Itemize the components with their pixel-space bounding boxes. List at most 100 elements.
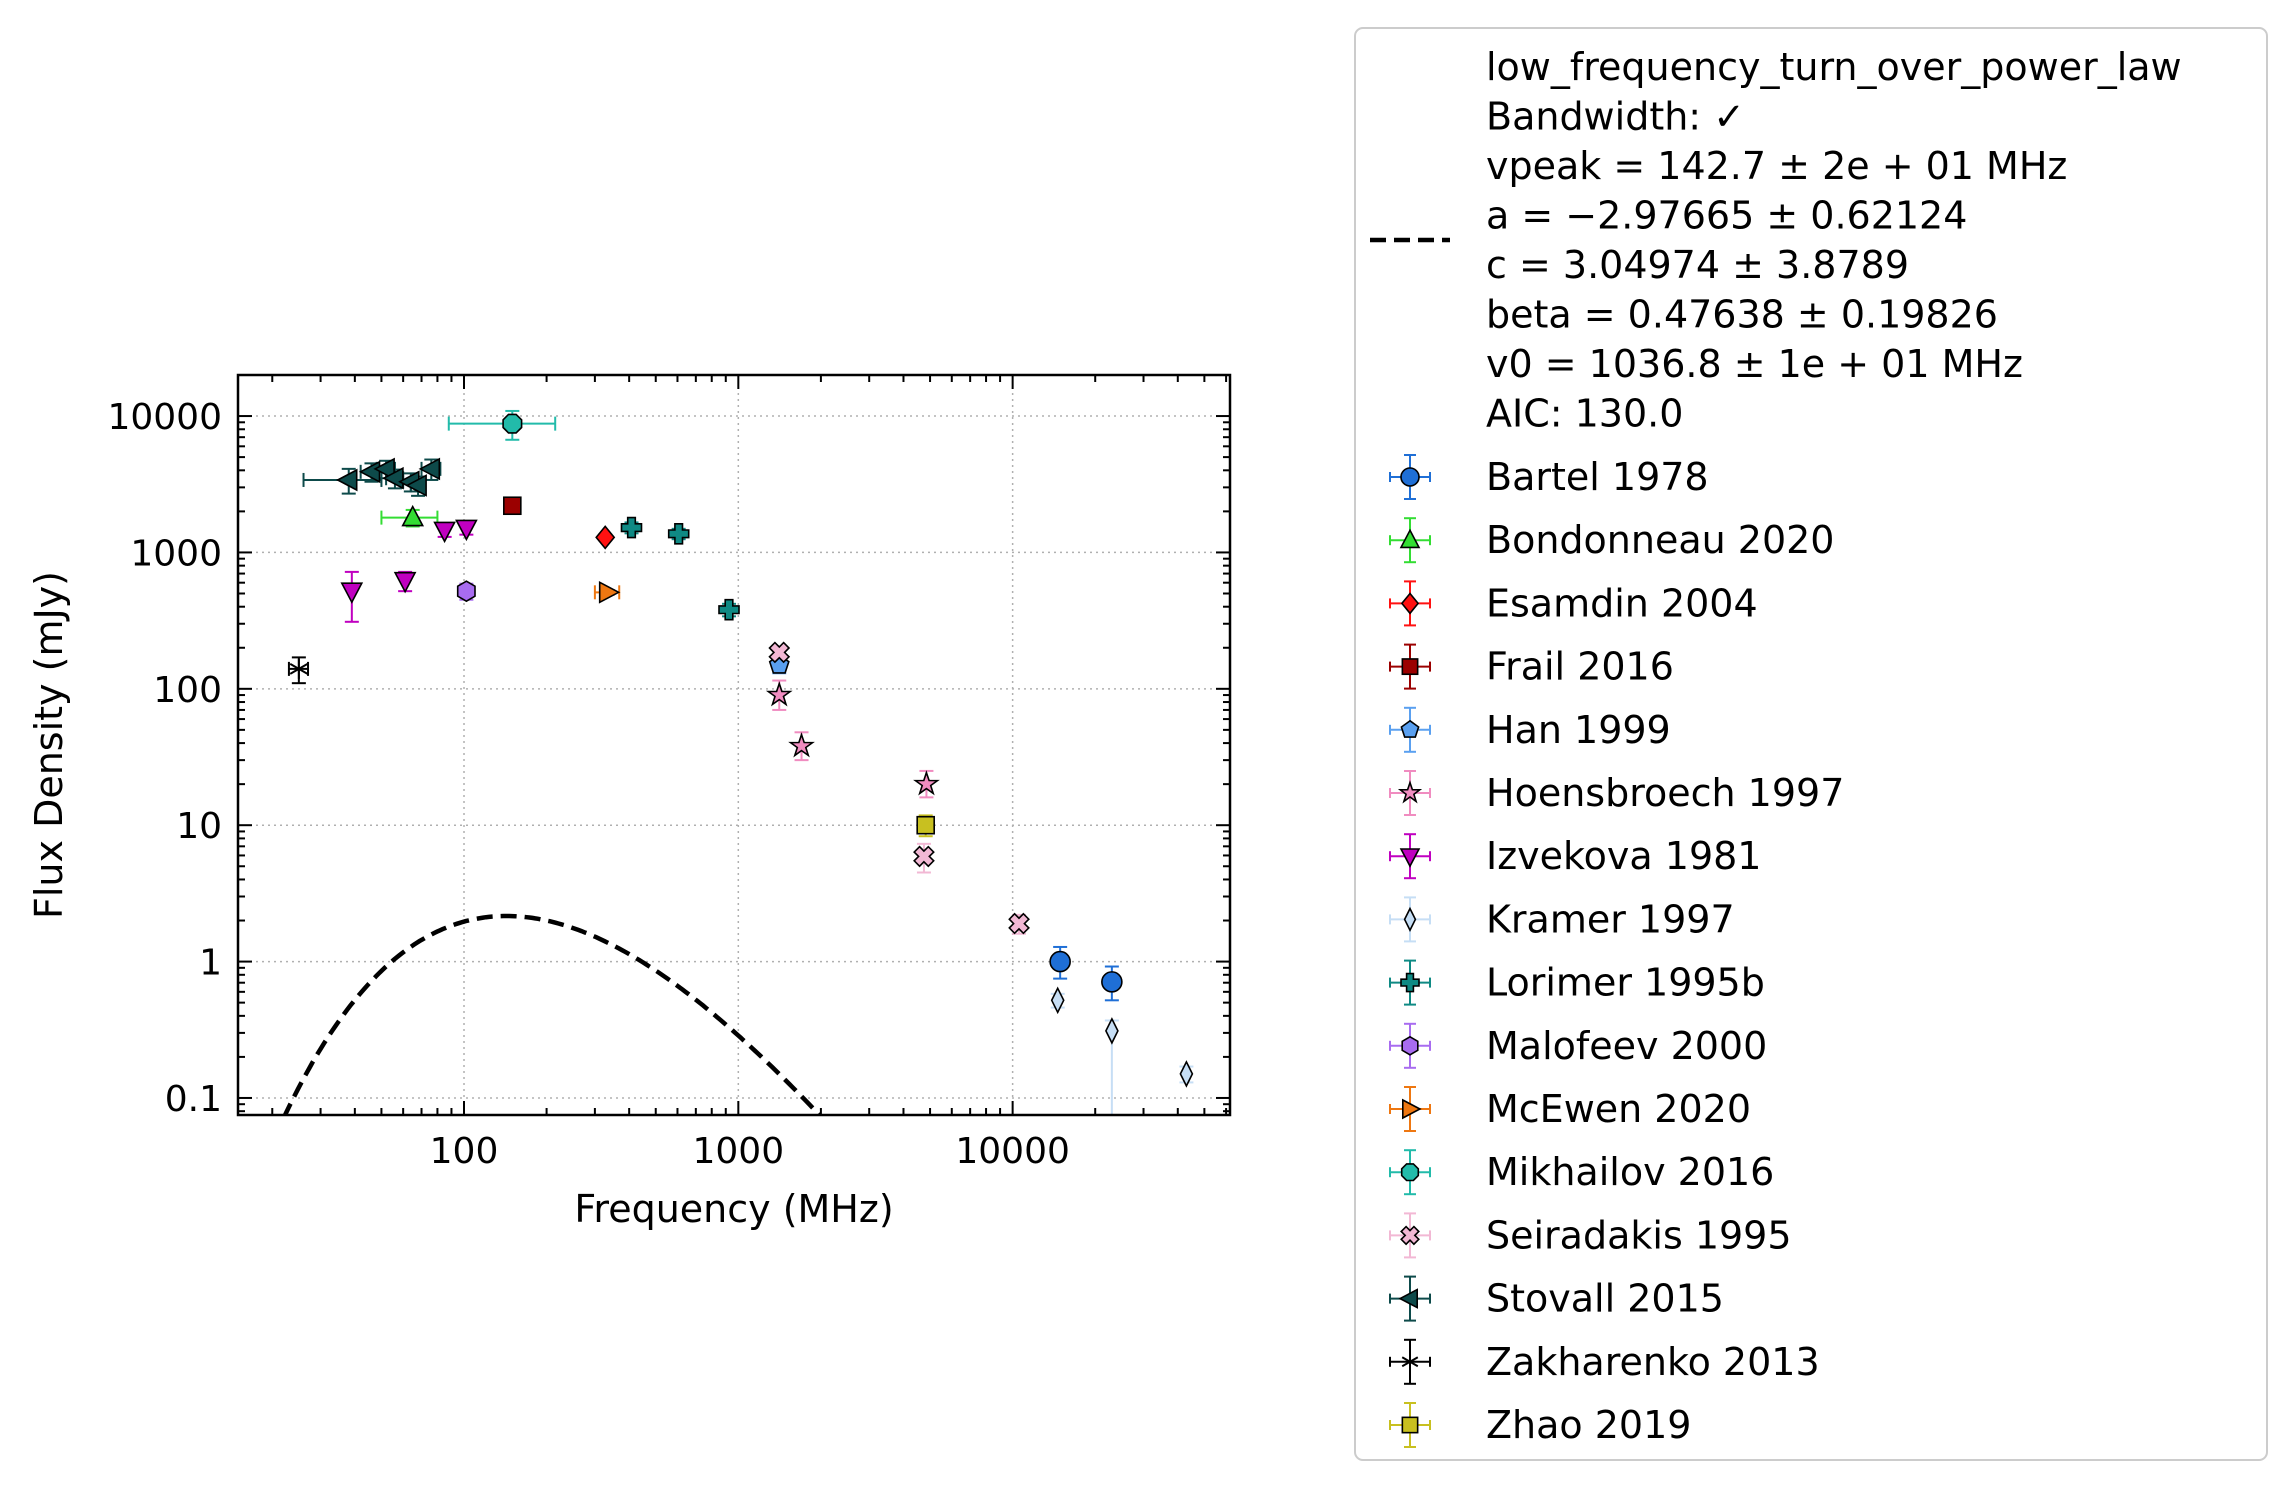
legend-fit-label: v0 = 1036.8 ± 1e + 01 MHz <box>1486 342 2023 386</box>
data-point-lorimer-1995b <box>718 598 740 621</box>
legend-marker-bondonneau-2020 <box>1399 528 1421 549</box>
data-point-hoensbroech-1997 <box>788 732 815 758</box>
legend-fit-label: AIC: 130.0 <box>1486 392 1683 436</box>
legend-label: McEwen 2020 <box>1486 1087 1751 1131</box>
legend-fit-label: c = 3.04974 ± 3.8789 <box>1486 243 1909 287</box>
data-point-bartel-1978 <box>1101 971 1123 993</box>
data-point-bondonneau-2020 <box>401 504 425 527</box>
legend-entry-lorimer-1995b: Lorimer 1995b <box>1389 959 1765 1006</box>
legend-marker-frail-2016 <box>1401 658 1419 676</box>
y-tick-label: 1000 <box>130 533 222 574</box>
legend-entry-stovall-2015: Stovall 2015 <box>1389 1275 1724 1322</box>
legend-label: Zhao 2019 <box>1486 1403 1691 1447</box>
legend-entry-bondonneau-2020: Bondonneau 2020 <box>1389 517 1834 564</box>
legend-marker-esamdin-2004 <box>1400 592 1420 615</box>
legend-marker-stovall-2015 <box>1398 1288 1418 1309</box>
data-point-kramer-1997 <box>1179 1060 1194 1088</box>
legend-marker-zhao-2019 <box>1401 1416 1419 1434</box>
legend-entry-mikhailov-2016: Mikhailov 2016 <box>1389 1149 1774 1196</box>
y-tick-label: 10 <box>176 806 222 847</box>
legend-marker-lorimer-1995b <box>1400 972 1420 993</box>
x-tick-labels: 100 1000 10000 <box>430 1131 1070 1172</box>
data-point-hoensbroech-1997 <box>913 770 940 796</box>
legend-label: Hoensbroech 1997 <box>1486 771 1844 815</box>
data-point-stovall-2015 <box>335 468 358 492</box>
y-tick-label: 1 <box>199 943 222 984</box>
legend-label: Lorimer 1995b <box>1486 961 1765 1005</box>
legend: low_frequency_turn_over_power_law Bandwid… <box>1354 27 2268 1461</box>
axis-ticks <box>238 374 1230 1115</box>
data-point-seiradakis-1995 <box>768 641 791 664</box>
legend-entry-mcewen-2020: McEwen 2020 <box>1389 1086 1751 1132</box>
legend-marker-bartel-1978 <box>1400 467 1420 487</box>
legend-label: Malofeev 2000 <box>1486 1024 1767 1068</box>
fit-curve <box>282 913 823 1115</box>
x-tick-label: 1000 <box>693 1131 785 1172</box>
legend-marker-hoensbroech-1997 <box>1397 780 1423 804</box>
legend-entry-malofeev-2000: Malofeev 2000 <box>1389 1022 1767 1069</box>
legend-entry-esamdin-2004: Esamdin 2004 <box>1389 580 1758 627</box>
data-point-bartel-1978 <box>1049 950 1071 973</box>
legend-entry-kramer-1997: Kramer 1997 <box>1389 896 1735 943</box>
legend-marker-malofeev-2000 <box>1401 1035 1419 1056</box>
data-point-stovall-2015 <box>418 457 441 481</box>
legend-fit-label: beta = 0.47638 ± 0.19826 <box>1486 293 1998 337</box>
legend-label: Stovall 2015 <box>1486 1277 1724 1321</box>
plot-frame <box>236 373 1232 1117</box>
data-point-lorimer-1995b <box>667 522 690 545</box>
legend-entry-frail-2016: Frail 2016 <box>1389 643 1674 690</box>
legend-marker-seiradakis-1995 <box>1400 1225 1420 1246</box>
error-bars <box>287 409 1194 1115</box>
data-point-esamdin-2004 <box>595 525 616 550</box>
data-point-malofeev-2000 <box>456 580 476 603</box>
legend-label: Frail 2016 <box>1486 645 1674 689</box>
data-point-izvekova-1981 <box>340 582 364 604</box>
y-tick-label: 100 <box>153 670 222 711</box>
data-point-izvekova-1981 <box>455 519 478 542</box>
legend-marker-han-1999 <box>1400 719 1420 738</box>
legend-marker-izvekova-1981 <box>1399 848 1421 868</box>
legend-entry-zakharenko-2013: Zakharenko 2013 <box>1389 1338 1820 1385</box>
legend-marker-kramer-1997 <box>1403 906 1417 932</box>
data-markers <box>289 413 1194 1088</box>
y-axis-label: Flux Density (mJy) <box>27 571 71 919</box>
legend-fit-label: low_frequency_turn_over_power_law <box>1486 45 2182 89</box>
legend-marker-mikhailov-2016 <box>1400 1163 1420 1182</box>
data-point-frail-2016 <box>503 496 522 516</box>
data-point-zhao-2019 <box>916 815 935 835</box>
legend-entry-han-1999: Han 1999 <box>1389 706 1671 753</box>
legend-fit-label: a = −2.97665 ± 0.62124 <box>1486 194 1967 238</box>
fit-curve-layer <box>282 913 823 1115</box>
y-tick-label: 0.1 <box>165 1079 222 1120</box>
y-tick-labels: 0.1 1 10 100 1000 10000 <box>107 397 222 1120</box>
legend-fit-label: vpeak = 142.7 ± 2e + 01 MHz <box>1486 144 2067 188</box>
data-point-stovall-2015 <box>373 457 395 481</box>
x-axis-label: Frequency (MHz) <box>574 1187 893 1231</box>
legend-label: Bondonneau 2020 <box>1486 518 1834 562</box>
legend-label: Han 1999 <box>1486 708 1671 752</box>
legend-label: Esamdin 2004 <box>1486 581 1758 625</box>
data-point-hoensbroech-1997 <box>765 681 793 707</box>
legend-entry-bartel-1978: Bartel 1978 <box>1389 454 1709 500</box>
data-point-mcewen-2020 <box>598 580 621 604</box>
legend-label: Seiradakis 1995 <box>1486 1213 1792 1257</box>
data-point-seiradakis-1995 <box>913 845 935 868</box>
legend-label: Mikhailov 2016 <box>1486 1150 1774 1194</box>
x-tick-label: 100 <box>430 1131 499 1172</box>
legend-entry-zhao-2019: Zhao 2019 <box>1389 1402 1691 1448</box>
data-point-seiradakis-1995 <box>1008 912 1030 935</box>
legend-label: Izvekova 1981 <box>1486 834 1761 878</box>
data-point-kramer-1997 <box>1050 986 1065 1015</box>
data-point-stovall-2015 <box>358 460 381 484</box>
data-point-lorimer-1995b <box>620 516 643 539</box>
legend-label: Bartel 1978 <box>1486 455 1709 499</box>
legend-marker-zakharenko-2013 <box>1401 1352 1419 1371</box>
data-point-zakharenko-2013 <box>289 658 309 679</box>
legend-entry-hoensbroech-1997: Hoensbroech 1997 <box>1389 770 1844 816</box>
grid-lines <box>238 375 1230 1115</box>
legend-marker-mcewen-2020 <box>1402 1098 1422 1120</box>
legend-label: Zakharenko 2013 <box>1486 1340 1820 1384</box>
data-point-izvekova-1981 <box>433 521 456 544</box>
data-point-kramer-1997 <box>1105 1017 1119 1045</box>
